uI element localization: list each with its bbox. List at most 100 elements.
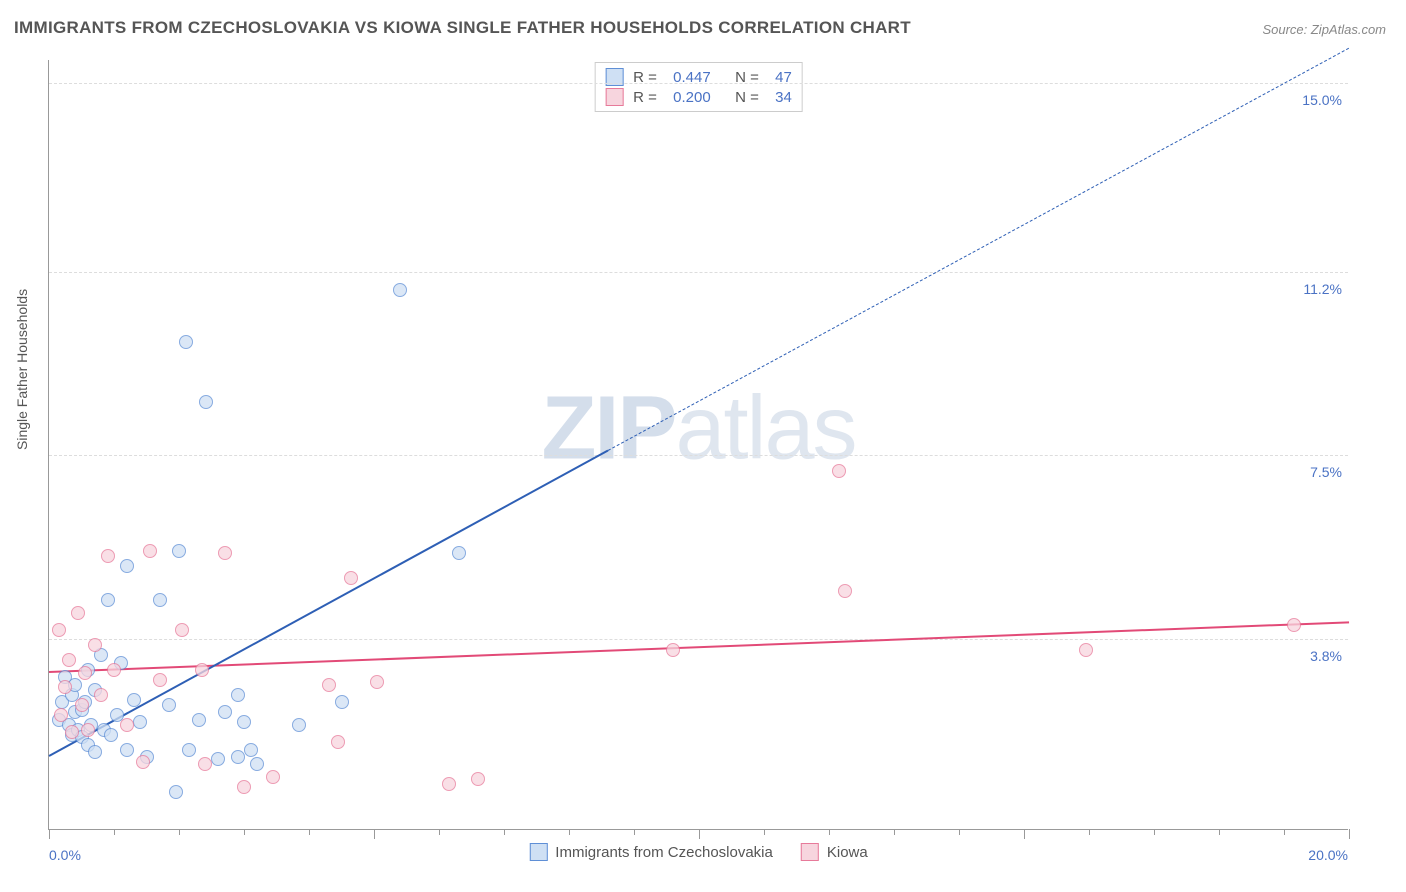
n-value: 34 <box>775 89 792 106</box>
scatter-point <box>153 593 167 607</box>
scatter-point <box>75 698 89 712</box>
scatter-point <box>266 770 280 784</box>
scatter-point <box>101 593 115 607</box>
scatter-point <box>192 713 206 727</box>
scatter-point <box>172 544 186 558</box>
x-tick-minor <box>1089 829 1090 835</box>
scatter-point <box>237 780 251 794</box>
regression-line <box>49 621 1349 673</box>
watermark-atlas: atlas <box>675 379 855 479</box>
gridline <box>49 639 1348 640</box>
scatter-point <box>393 283 407 297</box>
r-value: 0.200 <box>673 89 725 106</box>
scatter-point <box>88 745 102 759</box>
series-swatch-icon <box>801 843 819 861</box>
scatter-point <box>169 785 183 799</box>
scatter-point <box>179 335 193 349</box>
scatter-point <box>198 757 212 771</box>
scatter-point <box>442 777 456 791</box>
x-tick-minor <box>894 829 895 835</box>
x-tick-major <box>699 829 700 839</box>
scatter-point <box>471 772 485 786</box>
scatter-point <box>322 678 336 692</box>
y-tick-label: 15.0% <box>1302 92 1342 108</box>
scatter-point <box>182 743 196 757</box>
watermark-text: ZIPatlas <box>541 378 855 481</box>
scatter-point <box>370 675 384 689</box>
scatter-point <box>120 559 134 573</box>
scatter-point <box>344 571 358 585</box>
legend-series-box: Immigrants from Czechoslovakia Kiowa <box>529 843 867 861</box>
x-tick-label: 20.0% <box>1308 847 1348 863</box>
scatter-point <box>199 395 213 409</box>
scatter-point <box>231 688 245 702</box>
y-axis-label: Single Father Households <box>14 289 30 450</box>
scatter-point <box>218 546 232 560</box>
scatter-point <box>52 623 66 637</box>
x-tick-minor <box>959 829 960 835</box>
gridline <box>49 83 1348 84</box>
scatter-point <box>666 643 680 657</box>
legend-stats-row: R = 0.447 N = 47 <box>605 67 792 87</box>
x-tick-minor <box>764 829 765 835</box>
series-swatch-icon <box>529 843 547 861</box>
source-attribution: Source: ZipAtlas.com <box>1262 22 1386 37</box>
scatter-point <box>292 718 306 732</box>
scatter-point <box>331 735 345 749</box>
scatter-point <box>211 752 225 766</box>
scatter-point <box>195 663 209 677</box>
series-name: Kiowa <box>827 844 868 861</box>
x-tick-minor <box>634 829 635 835</box>
scatter-point <box>62 653 76 667</box>
scatter-point <box>104 728 118 742</box>
legend-series-item: Immigrants from Czechoslovakia <box>529 843 773 861</box>
scatter-plot-area: ZIPatlas R = 0.447 N = 47 R = 0.200 N = … <box>48 60 1348 830</box>
x-tick-minor <box>309 829 310 835</box>
scatter-point <box>162 698 176 712</box>
legend-series-item: Kiowa <box>801 843 868 861</box>
n-label: N = <box>735 89 765 106</box>
gridline <box>49 455 1348 456</box>
scatter-point <box>153 673 167 687</box>
scatter-point <box>120 718 134 732</box>
x-tick-major <box>1024 829 1025 839</box>
r-label: R = <box>633 89 663 106</box>
scatter-point <box>1287 618 1301 632</box>
x-tick-minor <box>569 829 570 835</box>
series-swatch-icon <box>605 88 623 106</box>
x-tick-minor <box>179 829 180 835</box>
x-tick-minor <box>439 829 440 835</box>
scatter-point <box>452 546 466 560</box>
scatter-point <box>71 606 85 620</box>
x-tick-minor <box>829 829 830 835</box>
scatter-point <box>101 549 115 563</box>
scatter-point <box>54 708 68 722</box>
scatter-point <box>107 663 121 677</box>
series-name: Immigrants from Czechoslovakia <box>555 844 773 861</box>
scatter-point <box>250 757 264 771</box>
scatter-point <box>136 755 150 769</box>
x-tick-major <box>1349 829 1350 839</box>
scatter-point <box>218 705 232 719</box>
scatter-point <box>838 584 852 598</box>
scatter-point <box>94 688 108 702</box>
scatter-point <box>81 723 95 737</box>
scatter-point <box>78 666 92 680</box>
scatter-point <box>88 638 102 652</box>
y-tick-label: 7.5% <box>1310 464 1342 480</box>
x-tick-minor <box>504 829 505 835</box>
watermark-zip: ZIP <box>541 379 675 479</box>
scatter-point <box>335 695 349 709</box>
x-tick-major <box>49 829 50 839</box>
regression-line <box>49 450 609 757</box>
scatter-point <box>120 743 134 757</box>
scatter-point <box>133 715 147 729</box>
legend-stats-row: R = 0.200 N = 34 <box>605 87 792 107</box>
y-tick-label: 11.2% <box>1303 281 1342 297</box>
y-tick-label: 3.8% <box>1310 648 1342 664</box>
gridline <box>49 272 1348 273</box>
x-tick-minor <box>244 829 245 835</box>
legend-stats-box: R = 0.447 N = 47 R = 0.200 N = 34 <box>594 62 803 112</box>
x-tick-minor <box>114 829 115 835</box>
scatter-point <box>244 743 258 757</box>
